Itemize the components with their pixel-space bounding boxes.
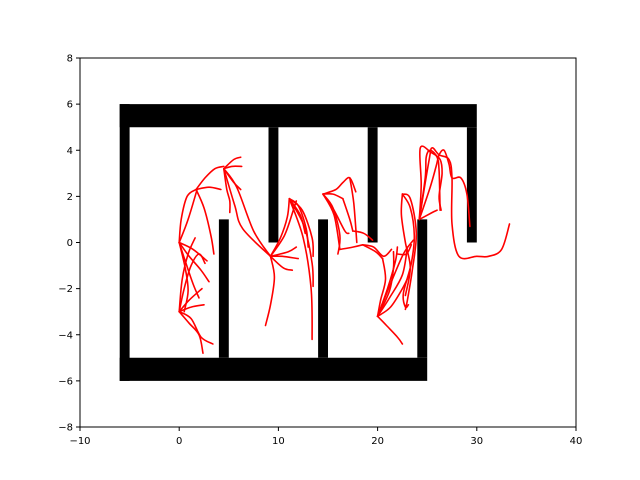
x-tick-label: 20 bbox=[371, 436, 384, 447]
y-tick-label: −4 bbox=[58, 330, 73, 341]
y-tick-label: 0 bbox=[67, 238, 73, 249]
x-tick-label: −10 bbox=[69, 436, 90, 447]
trajectory-path bbox=[223, 167, 272, 258]
trajectory-path bbox=[178, 188, 197, 244]
trajectory-path bbox=[178, 241, 189, 313]
trajectory-path bbox=[376, 246, 409, 318]
trajectory-path bbox=[178, 241, 210, 283]
trajectory-path bbox=[195, 165, 225, 191]
trajectory-path bbox=[396, 244, 413, 256]
trajectory-path bbox=[264, 255, 276, 327]
trajectory-path bbox=[269, 246, 298, 258]
trajectory-path bbox=[376, 257, 387, 318]
trajectory-path bbox=[418, 149, 471, 228]
x-tick-label: 10 bbox=[272, 436, 285, 447]
trajectory-path bbox=[178, 287, 203, 313]
trajectory-path bbox=[269, 255, 294, 271]
x-tick-label: 30 bbox=[470, 436, 483, 447]
y-tick-label: −8 bbox=[58, 423, 73, 434]
wall-segment bbox=[318, 219, 328, 358]
trajectory-path bbox=[349, 177, 358, 244]
x-tick-label: 0 bbox=[176, 436, 182, 447]
trajectory-path bbox=[269, 197, 291, 258]
wall-segment bbox=[119, 357, 428, 381]
trajectory-path bbox=[376, 239, 415, 318]
trajectory-paths bbox=[178, 145, 511, 354]
wall-segment bbox=[367, 127, 378, 243]
wall-segment bbox=[218, 219, 229, 358]
trajectory-path bbox=[418, 209, 438, 221]
y-tick-label: 2 bbox=[67, 192, 73, 203]
trajectory-path bbox=[223, 156, 242, 170]
trajectory-path bbox=[288, 197, 306, 235]
trajectory-path bbox=[178, 310, 204, 354]
trajectory-path bbox=[361, 244, 384, 260]
y-tick-label: −2 bbox=[58, 284, 73, 295]
trajectory-path bbox=[418, 149, 441, 221]
y-tick-label: 6 bbox=[67, 100, 73, 111]
wall-segment bbox=[417, 219, 428, 358]
trajectory-path bbox=[269, 255, 299, 260]
trajectory-path bbox=[401, 193, 418, 311]
trajectory-path bbox=[269, 200, 298, 258]
x-axis: −10 0 10 20 30 40 bbox=[69, 427, 582, 447]
y-axis: −8 −6 −4 −2 0 2 4 6 8 bbox=[58, 54, 80, 434]
y-tick-label: 8 bbox=[67, 54, 73, 65]
trajectory-path bbox=[223, 167, 272, 258]
trajectory-path bbox=[178, 304, 205, 313]
trajectory-path bbox=[288, 197, 314, 288]
wall-segment bbox=[119, 104, 130, 381]
x-tick-label: 40 bbox=[570, 436, 583, 447]
trajectory-path bbox=[352, 230, 374, 241]
y-tick-label: −6 bbox=[58, 376, 73, 387]
trajectory-path bbox=[288, 197, 313, 341]
trajectory-path bbox=[178, 188, 198, 244]
trajectory-path bbox=[195, 188, 215, 255]
trajectory-path bbox=[178, 310, 214, 345]
trajectory-path bbox=[339, 244, 364, 251]
trajectory-path bbox=[178, 241, 208, 262]
wall-segment bbox=[119, 104, 477, 128]
trajectory-path bbox=[400, 193, 412, 297]
trajectory-path bbox=[288, 197, 315, 258]
maze-walls bbox=[119, 104, 477, 381]
trajectory-path bbox=[376, 315, 404, 345]
trajectory-path bbox=[342, 197, 354, 232]
wall-segment bbox=[466, 127, 477, 243]
trajectory-path bbox=[223, 167, 231, 214]
trajectory-path bbox=[195, 186, 222, 191]
trajectory-path bbox=[418, 147, 511, 260]
trajectory-path bbox=[361, 244, 393, 258]
y-tick-label: 4 bbox=[67, 146, 73, 157]
trajectory-path bbox=[322, 176, 357, 195]
trajectory-path bbox=[322, 193, 341, 255]
wall-segment bbox=[268, 127, 279, 243]
